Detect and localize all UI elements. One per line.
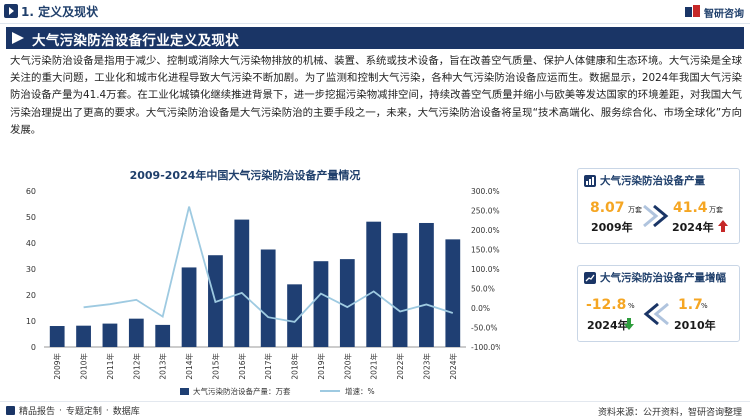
card-title: 大气污染防治设备产量 [600,175,705,187]
x-tick-label: 2022年 [395,353,405,380]
x-tick-label: 2011年 [105,353,115,380]
y-right-tick-label: 250.0% [471,207,500,216]
end-value: 41.4 [673,200,708,216]
source-note: 资料来源：公开资料，智研咨询整理 [597,408,742,418]
start-value: 8.07 [590,200,625,216]
footer-tag: 数据库 [112,407,140,417]
y-left-tick-label: 60 [26,187,36,196]
start-year: 2009年 [591,221,633,234]
x-tick-label: 2021年 [369,353,379,380]
y-left-tick-label: 20 [26,291,36,300]
start-value: -12.8 [586,297,627,313]
card-chart-icon [584,174,596,187]
production-chart: 0 10 20 30 40 50 60 -100.0% -50.0% 0.0% 50.0% 100.0… [26,187,500,396]
x-tick-label: 2012年 [131,353,141,380]
y-left-tick-label: 40 [26,239,36,248]
y-right-tick-label: -100.0% [471,343,500,352]
start-year: 2024年 [587,319,629,332]
end-unit: % [701,302,708,310]
tag-separator: · [59,405,62,416]
growth-card: 大气污染防治设备产量增幅 -12.8 % 2024年 1.7 % 2010年 [577,265,740,342]
end-value: 1.7 [678,297,703,313]
footer-tag: 精品报告 [19,407,56,417]
end-year: 2024年 [672,221,714,234]
x-tick-label: 2016年 [237,353,247,380]
bar [392,233,408,347]
production-card: 大气污染防治设备产量 8.07 万套 2009年 41.4 万套 2024年 [577,168,740,244]
tag-separator: · [105,405,109,416]
bar [49,326,65,347]
legend-label: 增速：% [345,386,375,396]
chart-title: 2009-2024年中国大气污染防治设备产量情况 [129,169,361,182]
section-title: 1. 定义及现状 [21,5,99,19]
x-tick-label: 2019年 [316,353,326,380]
bar [155,324,171,347]
y-right-tick-label: 0.0% [471,304,490,313]
start-unit: 万套 [628,206,642,214]
y-right-tick-label: 100.0% [471,265,500,274]
x-tick-label: 2010年 [79,353,89,380]
bar [287,284,302,347]
title-banner: 大气污染防治设备行业定义及现状 [6,27,744,49]
y-right-tick-label: 200.0% [471,226,500,235]
y-left-tick-label: 10 [26,317,36,326]
legend-swatch-bar [180,388,189,395]
tag-marker-icon [6,406,15,415]
y-left-tick-label: 0 [31,343,36,352]
x-tick-label: 2009年 [52,353,62,380]
brand-logo-icon [685,5,700,17]
card-header: 大气污染防治设备产量 [584,173,705,188]
x-tick-label: 2024年 [448,353,458,380]
arrow-right-icon [643,204,669,228]
y-right-tick-label: -50.0% [471,324,498,333]
brand: 智研咨询 [685,3,744,21]
y-right-tick-label: 300.0% [471,187,500,196]
bar [102,323,118,347]
footer-tags: 精品报告 · 专题定制 · 数据库 [6,404,140,417]
x-tick-label: 2020年 [342,353,352,380]
x-tick-label: 2018年 [290,353,300,380]
y-left-tick-label: 30 [26,265,36,274]
arrow-left-icon [643,302,669,326]
bar [419,222,434,347]
banner-mark-icon [12,32,24,44]
end-unit: 万套 [709,206,723,214]
bar [181,267,197,347]
bar [445,239,461,347]
intro-paragraph: 大气污染防治设备是指用于减少、控制或消除大气污染物排放的机械、装置、系统或技术设… [10,55,742,136]
section-icon [4,4,18,18]
card-trend-icon [584,271,596,284]
footer-tag: 专题定制 [65,407,102,417]
arrow-up-icon [718,220,728,232]
page-title: 大气污染防治设备行业定义及现状 [32,33,239,49]
legend-label: 大气污染防治设备产量：万套 [193,386,291,396]
bar [76,325,91,347]
end-year: 2010年 [674,319,716,332]
card-title: 大气污染防治设备产量增幅 [600,272,726,284]
x-tick-label: 2013年 [158,353,168,380]
bar [234,219,250,347]
top-bar: 1. 定义及现状 智研咨询 [0,0,750,24]
y-right-tick-label: 150.0% [471,246,500,255]
bar [128,318,144,347]
x-tick-label: 2017年 [263,353,273,380]
footer: 精品报告 · 专题定制 · 数据库 资料来源：公开资料，智研咨询整理 [0,401,750,420]
x-tick-label: 2015年 [210,353,220,380]
y-left-tick-label: 50 [26,213,36,222]
start-unit: % [628,302,635,310]
y-right-tick-label: 50.0% [471,285,495,294]
bar [260,249,276,347]
bar [366,221,382,347]
x-tick-label: 2014年 [184,353,194,380]
brand-name: 智研咨询 [704,8,744,20]
bar [313,261,329,347]
arrow-down-icon [624,318,634,330]
card-header: 大气污染防治设备产量增幅 [584,270,726,285]
bar [339,259,355,347]
x-tick-label: 2023年 [421,353,431,380]
